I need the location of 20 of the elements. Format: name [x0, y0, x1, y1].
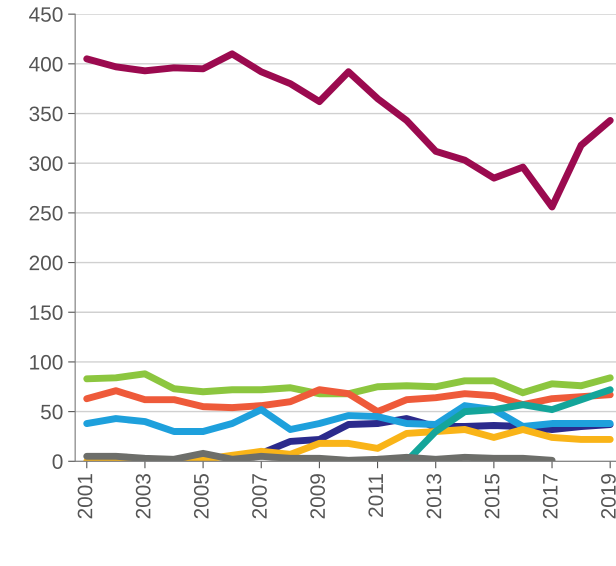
x-tick-label: 2001 [78, 474, 92, 518]
x-tick-label: 2005 [194, 474, 209, 518]
y-tick-label: 350 [29, 106, 63, 122]
y-tick-label: 300 [29, 156, 63, 171]
x-tick-label: 2017 [542, 474, 558, 518]
y-tick-label: 400 [29, 56, 63, 72]
y-tick-label: 0 [52, 454, 63, 470]
y-tick-label: 250 [30, 206, 63, 221]
y-tick-label: 450 [29, 7, 63, 22]
x-tick-label: 2011 [368, 474, 384, 517]
y-tick-label: 50 [41, 404, 63, 420]
y-tick-label: 150 [30, 305, 63, 320]
y-tick-label: 200 [30, 256, 63, 270]
x-tick-label: 2003 [136, 474, 151, 518]
x-tick-label: 2009 [310, 474, 325, 518]
x-tick-label: 2019 [601, 474, 616, 518]
x-tick-label: 2007 [252, 474, 267, 518]
x-tick-label: 2013 [426, 474, 442, 518]
y-tick-label: 100 [30, 354, 63, 370]
x-tick-label: 2015 [484, 474, 500, 518]
